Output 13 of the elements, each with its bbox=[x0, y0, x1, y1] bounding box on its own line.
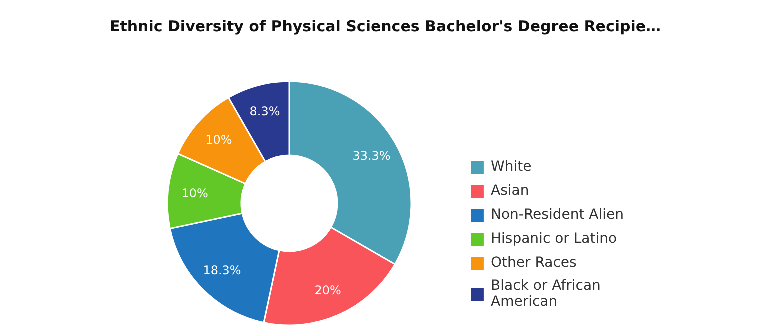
legend-label: Black or African American bbox=[491, 278, 601, 310]
legend-label: Other Races bbox=[491, 255, 577, 271]
legend-label: Non-Resident Alien bbox=[491, 207, 624, 223]
data-label: 10% bbox=[206, 132, 232, 147]
data-label: 33.3% bbox=[352, 149, 391, 163]
data-label: 20% bbox=[314, 283, 342, 298]
legend-label: Hispanic or Latino bbox=[491, 231, 618, 247]
chart-title: Ethnic Diversity of Physical Sciences Bachelor's Degree Recipie… bbox=[110, 18, 662, 36]
legend-label: Asian bbox=[491, 183, 530, 199]
data-label: 10% bbox=[182, 186, 208, 201]
data-label: 18.3% bbox=[203, 264, 242, 278]
legend-label: White bbox=[491, 159, 532, 175]
data-label: 8.3% bbox=[250, 104, 280, 119]
